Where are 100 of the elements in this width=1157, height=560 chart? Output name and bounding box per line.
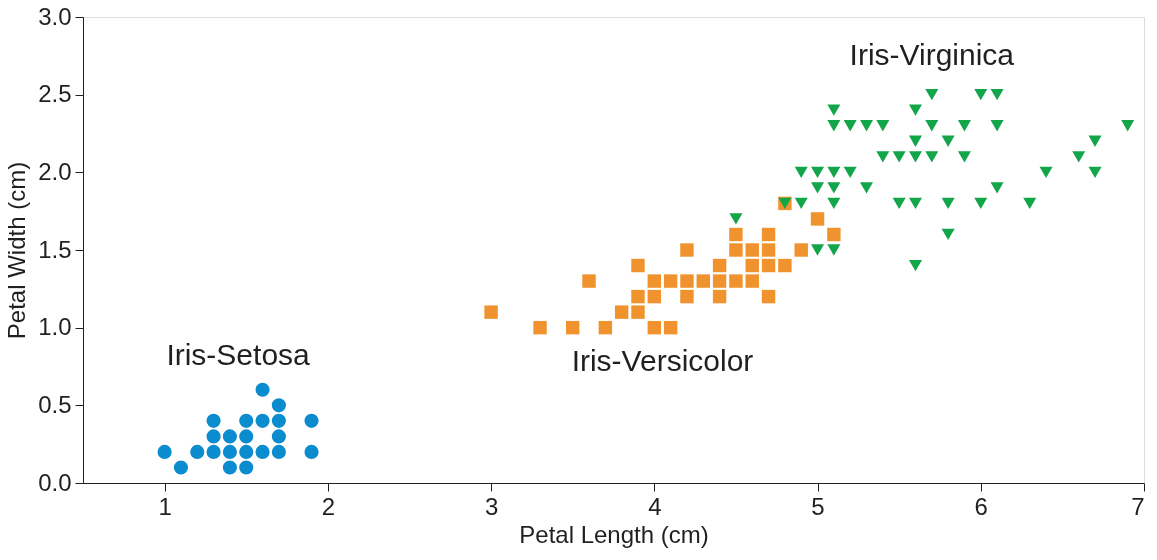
point — [908, 197, 922, 210]
y-tick-label: 1.5 — [38, 235, 72, 263]
point — [990, 120, 1004, 132]
point — [827, 104, 841, 116]
point — [631, 289, 645, 304]
y-tick-label: 2.5 — [38, 80, 72, 108]
point — [239, 444, 254, 459]
point — [647, 274, 662, 288]
point — [974, 89, 988, 101]
point — [271, 398, 286, 413]
point — [827, 182, 841, 194]
point — [892, 151, 906, 163]
point — [876, 151, 890, 163]
point — [271, 444, 286, 459]
point — [157, 444, 172, 459]
point — [647, 320, 662, 335]
y-tick-label: 0.5 — [38, 390, 72, 418]
point — [663, 274, 678, 288]
point — [729, 274, 743, 288]
point — [745, 258, 759, 273]
point — [745, 243, 759, 257]
point — [206, 413, 221, 428]
point — [680, 274, 694, 288]
point — [811, 182, 825, 194]
point — [794, 243, 808, 257]
point — [680, 289, 694, 304]
point — [304, 444, 319, 459]
point — [908, 135, 922, 147]
point — [1023, 197, 1037, 210]
point — [239, 413, 254, 428]
series-label: Iris-Setosa — [166, 337, 311, 371]
point — [761, 227, 776, 242]
point — [1088, 135, 1102, 147]
point — [582, 274, 596, 288]
x-tick-label: 6 — [974, 492, 988, 520]
point — [761, 289, 776, 304]
point — [761, 258, 776, 273]
x-tick-label: 5 — [811, 492, 825, 520]
x-tick-label: 4 — [648, 492, 662, 520]
point — [843, 166, 857, 178]
point — [484, 305, 498, 319]
point — [908, 259, 922, 272]
point — [239, 429, 254, 444]
point — [941, 228, 955, 241]
point — [565, 320, 580, 335]
point — [255, 413, 270, 428]
point — [908, 104, 922, 116]
point — [974, 197, 988, 210]
point — [598, 320, 613, 335]
point — [810, 212, 825, 226]
point — [173, 460, 189, 475]
point — [876, 120, 890, 132]
point — [1039, 166, 1053, 178]
point — [239, 460, 254, 475]
point — [663, 320, 678, 335]
point — [794, 166, 808, 178]
point — [729, 213, 743, 225]
point — [843, 120, 857, 132]
point — [990, 89, 1004, 101]
point — [647, 289, 662, 304]
point — [680, 243, 694, 257]
point — [729, 243, 743, 257]
point — [925, 151, 939, 163]
point — [957, 151, 971, 163]
x-axis-title: Petal Length (cm) — [519, 520, 709, 548]
y-tick-label: 3.0 — [38, 2, 72, 30]
point — [794, 197, 808, 210]
point — [957, 120, 971, 132]
point — [271, 429, 286, 444]
point — [925, 120, 939, 132]
point — [827, 120, 841, 132]
point — [925, 89, 939, 101]
point — [941, 197, 955, 210]
point — [206, 429, 221, 444]
point — [811, 244, 825, 256]
point — [712, 258, 727, 273]
point — [271, 413, 286, 428]
point — [222, 429, 237, 444]
point — [631, 305, 645, 319]
series-label: Iris-Virginica — [849, 37, 1015, 71]
point — [712, 274, 727, 288]
point — [941, 135, 955, 147]
point — [1072, 151, 1086, 163]
point — [533, 320, 547, 335]
point — [811, 166, 825, 178]
y-axis-title: Petal Width (cm) — [3, 161, 31, 340]
y-tick-label: 0.0 — [38, 468, 72, 496]
x-tick-label: 3 — [484, 492, 499, 520]
point — [745, 274, 759, 288]
point — [190, 444, 205, 459]
x-tick-label: 1 — [158, 492, 172, 520]
point — [827, 244, 841, 256]
point — [222, 460, 237, 475]
point — [827, 227, 841, 242]
x-tick-label: 7 — [1131, 492, 1145, 520]
x-tick-label: 2 — [321, 492, 336, 520]
series-label: Iris-Versicolor — [571, 343, 754, 377]
point — [614, 305, 629, 319]
point — [206, 444, 221, 459]
point — [1088, 166, 1102, 178]
